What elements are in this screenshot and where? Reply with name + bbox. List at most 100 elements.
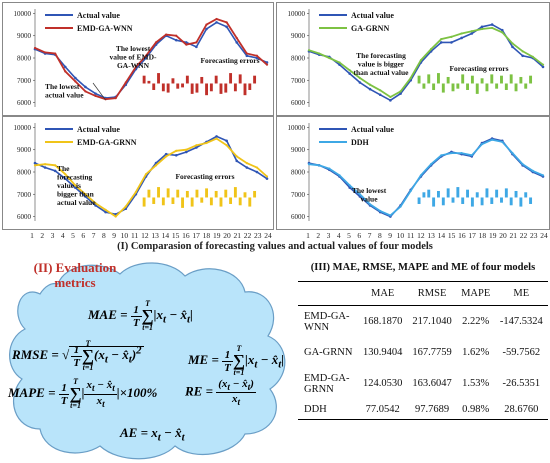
error-bar [200,197,204,203]
x-tick-label: 22 [520,231,528,240]
table-row: GA-GRNN 130.9404 167.7759 1.62% -59.7562 [298,337,548,368]
data-point [490,23,494,26]
y-tick-label: 7000 [291,77,306,85]
error-bar [214,190,218,198]
data-point [511,42,514,45]
data-point [338,174,341,177]
error-bar [475,192,479,198]
data-point [84,90,87,93]
formula-mape: MAPE = 1 T T ∑ t=1| xt − x̂t xt |×100% [8,377,158,410]
series-line [308,23,544,102]
error-bar [451,197,455,203]
data-point [174,153,178,157]
data-point [307,49,311,52]
error-bar [238,74,242,84]
data-point [521,50,524,53]
data-point [470,154,473,157]
error-bar [185,75,189,84]
x-tick-label: 9 [112,231,116,240]
error-bar [514,190,518,198]
data-point [225,25,228,29]
legend-label: Actual value [77,125,120,134]
x-tick-label: 5 [71,231,75,240]
model-name: EMD-GA-WNN [304,310,350,333]
data-point [114,96,117,100]
x-tick-label: 18 [479,231,487,240]
x-tick-label: 18 [203,231,211,240]
x-tick-label: 15 [448,231,456,240]
data-point [235,155,238,158]
data-point [328,56,331,60]
data-point [389,95,392,99]
error-bar [461,197,465,204]
data-point [419,59,423,62]
data-point [541,174,545,177]
data-point [33,164,37,167]
rmse-value: 167.7759 [412,347,452,358]
x-tick-label: 22 [244,231,252,240]
error-bar [519,76,523,84]
series-line [308,138,544,217]
model-name: GA-GRNN [304,347,353,358]
x-tick-label: 7 [92,231,96,240]
data-point [114,215,117,218]
error-bar [224,189,228,198]
legend-label: Actual value [351,11,394,20]
data-point [501,31,504,34]
x-tick-label: 2 [316,231,320,240]
evaluation-title: (II) Evaluation metrics [30,260,120,290]
error-bar [441,83,445,93]
x-tick-label: 7 [368,231,372,240]
data-point [265,175,269,178]
series-line [308,137,544,218]
error-bar [243,83,247,96]
data-point [154,164,158,167]
error-bar [495,189,499,198]
chart-svg-emd-ga-wnn: 6000 7000 8000 9000 10000 Actual value EMD-GA-… [14,9,269,107]
mae-value: 77.0542 [358,399,408,420]
data-point [245,161,248,165]
error-bar [495,83,499,89]
data-point [124,81,127,84]
error-bar [490,197,494,204]
error-bar [142,197,146,207]
data-point [185,43,188,46]
error-bar [529,197,533,204]
formula-re: RE = (xt − x̂t) xt [185,378,256,408]
mape-value: 1.62% [462,347,490,358]
data-point [195,45,198,49]
legend-label: Actual value [77,11,120,20]
data-point [318,164,321,167]
error-bar [456,83,460,89]
table-title: (III) MAE, RMSE, MAPE and ME of four mod… [310,262,536,273]
data-point [165,155,168,158]
data-point [521,163,524,166]
evaluation-title-line2: metrics [54,275,96,290]
annotation-lowest-model: The lowest [116,44,151,53]
error-bar [253,75,257,84]
data-point [480,143,484,146]
data-point [348,184,351,187]
data-point [235,36,238,40]
x-tick-label: 23 [254,231,262,240]
series-line [308,26,544,99]
data-point [195,41,198,44]
data-point [531,55,534,58]
annotation-lowest-model: value of EMD- [109,53,157,62]
data-point [531,169,534,172]
error-bar [504,188,508,198]
data-point [134,65,137,69]
data-point [195,144,198,147]
y-tick-label: 9000 [17,146,32,154]
chart-panel-emd-ga-wnn: 6000 7000 8000 9000 10000 Actual value EMD-GA-… [2,2,274,116]
header-rmse: RMSE [407,281,457,306]
x-tick-label: 6 [81,231,85,240]
data-point [541,63,545,66]
error-bar [190,197,194,207]
y-tick-label: 6000 [291,213,306,221]
table-header-row: MAE RMSE MAPE ME [298,281,548,306]
y-tick-label: 8000 [17,169,32,177]
error-bar [181,83,184,88]
data-point [358,81,362,84]
x-tick-label: 11 [407,231,414,240]
